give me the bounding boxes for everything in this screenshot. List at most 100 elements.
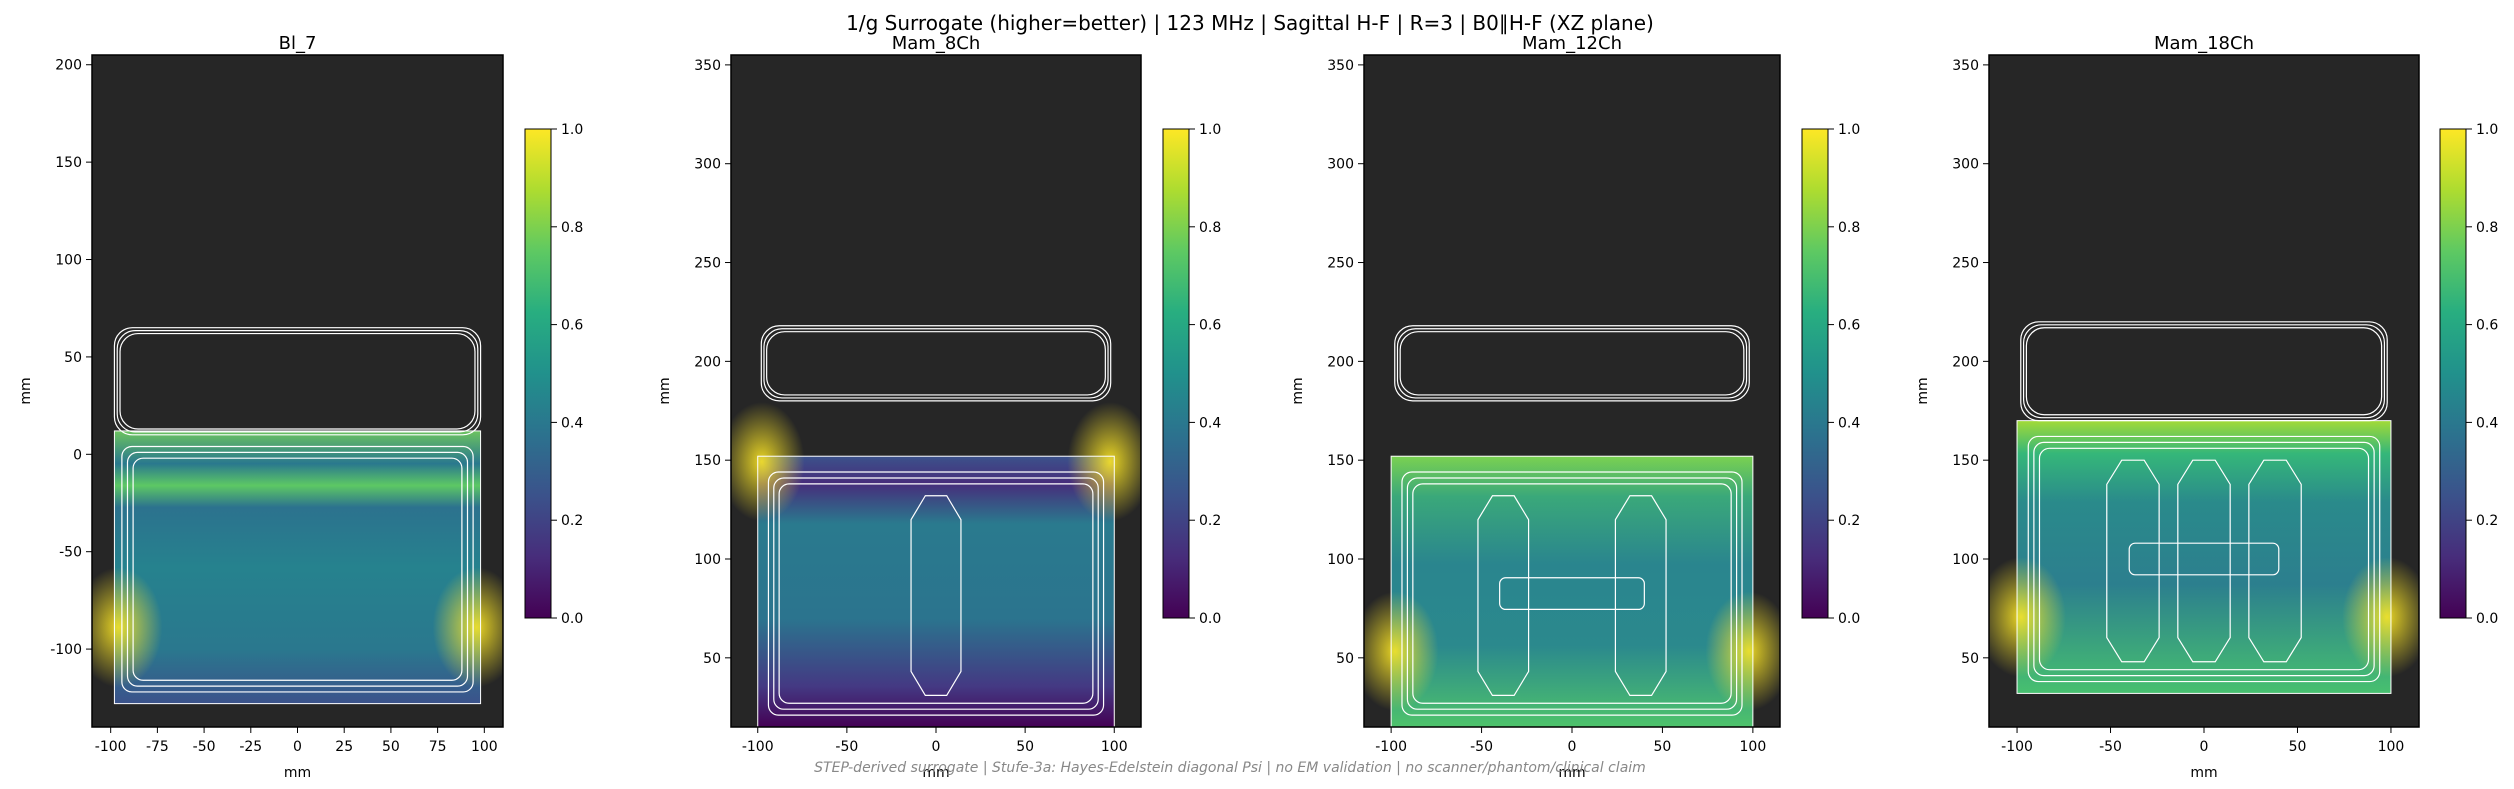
y-tick-label: 50 [703, 651, 721, 667]
colorbar-tick-label: 1.0 [2476, 122, 2498, 138]
element-loop [2177, 459, 2231, 663]
coil-outlines [760, 325, 1112, 716]
y-tick-label: 200 [1952, 354, 1979, 370]
colorbar-tick-label: 0.8 [1838, 220, 1860, 236]
figure-title: 1/g Surrogate (higher=better) | 123 MHz … [846, 11, 1654, 35]
coil-outlines [2020, 321, 2388, 683]
colorbar-tick-label: 0.0 [1199, 611, 1221, 627]
upper-coil-loop [1399, 331, 1745, 396]
colorbar-tick-label: 0.2 [1199, 513, 1221, 529]
y-tick-label: 300 [1952, 157, 1979, 173]
lower-coil-loop [1412, 483, 1732, 704]
hotspot-left [731, 402, 805, 522]
field-map [92, 430, 503, 705]
element-loop [2106, 459, 2160, 663]
x-tick-label: 0 [1568, 739, 1577, 755]
y-tick-label: 350 [1952, 58, 1979, 74]
upper-coil-loop [116, 330, 479, 433]
upper-coil-loop [2025, 327, 2383, 416]
lower-coil-loop [2038, 447, 2370, 671]
colorbar [1162, 128, 1190, 619]
x-tick-label: -50 [2099, 739, 2122, 755]
y-tick-label: 200 [694, 354, 721, 370]
element-loop [1477, 495, 1530, 696]
lower-coil-loop [121, 445, 474, 693]
colorbar-tick-label: 0.6 [2476, 318, 2498, 334]
upper-coil-loop [763, 328, 1109, 399]
colorbar-tick-label: 0.2 [2476, 513, 2498, 529]
colorbar-tick-label: 0.6 [1199, 318, 1221, 334]
lower-coil-loop [767, 471, 1105, 716]
footnote: STEP-derived surrogate | Stufe-3a: Hayes… [814, 760, 1646, 776]
y-axis-label: mm [1290, 377, 1306, 404]
x-tick-label: 0 [293, 739, 302, 755]
field-map [731, 402, 1141, 727]
x-tick-label: 50 [2289, 739, 2307, 755]
x-tick-label: -100 [1375, 739, 1407, 755]
field-fill [757, 456, 1115, 727]
colorbar-tick-label: 0.0 [2476, 611, 2498, 627]
x-tick-label: -100 [2001, 739, 2033, 755]
coil-outlines [113, 327, 482, 693]
hotspot-right [1705, 591, 1780, 711]
x-tick-label: -50 [835, 739, 858, 755]
panel-title: Mam_8Ch [892, 33, 981, 54]
colorbar-tick-label: 0.4 [1199, 415, 1221, 431]
colorbar-tick-label: 0.2 [561, 513, 583, 529]
y-tick-label: 350 [1327, 58, 1354, 74]
panel-title: Mam_12Ch [1522, 33, 1622, 54]
y-tick-label: 50 [1961, 651, 1979, 667]
colorbar-tick-label: 1.0 [1199, 122, 1221, 138]
colorbar-tick-label: 0.2 [1838, 513, 1860, 529]
x-tick-label: 25 [335, 739, 353, 755]
x-tick-label: 100 [1740, 739, 1767, 755]
crossbar-loop [2128, 542, 2280, 576]
colorbar-tick-label: 0.0 [1838, 611, 1860, 627]
x-tick-label: 0 [932, 739, 941, 755]
panel-1: -100 -75 -50 -25 0 25 50 75 100 -100 -50 0 50 100 150 2… [18, 33, 583, 781]
upper-coil-loop [760, 325, 1112, 402]
x-tick-label: -50 [1470, 739, 1493, 755]
colorbar [524, 128, 552, 619]
colorbar-tick-label: 0.0 [561, 611, 583, 627]
field-border [757, 455, 1115, 727]
lower-coil-loop [1406, 477, 1738, 710]
field-fill [1391, 456, 1753, 727]
lower-coil-loop [2033, 441, 2375, 677]
field-map [1364, 455, 1780, 727]
x-tick-label: 100 [1101, 739, 1128, 755]
lower-coil-loop [1401, 471, 1743, 716]
y-tick-label: 150 [55, 155, 82, 171]
colorbar-tick-label: 0.4 [561, 415, 583, 431]
element-loop [1614, 495, 1667, 696]
y-tick-label: 200 [1327, 354, 1354, 370]
x-axis-label: mm [284, 765, 311, 781]
x-tick-label: -75 [146, 739, 169, 755]
x-tick-label: 0 [2200, 739, 2209, 755]
lower-coil-loop [778, 483, 1094, 704]
y-tick-label: 350 [694, 58, 721, 74]
crossbar-loop [1499, 577, 1645, 611]
y-tick-label: 50 [1336, 651, 1354, 667]
y-tick-label: 150 [1952, 453, 1979, 469]
panel-title: Mam_18Ch [2154, 33, 2254, 54]
y-tick-label: 100 [1327, 552, 1354, 568]
colorbar-tick-label: 1.0 [1838, 122, 1860, 138]
y-tick-label: 300 [694, 157, 721, 173]
y-tick-label: 150 [694, 453, 721, 469]
y-tick-label: 250 [694, 256, 721, 272]
panel-3: -100 -50 0 50 100 50 100 150 200 250 300 350 Mam_12C… [1290, 33, 1860, 781]
colorbar-tick-label: 0.6 [561, 318, 583, 334]
hotspot-right [2342, 557, 2419, 678]
colorbar-tick-label: 0.4 [1838, 415, 1860, 431]
upper-coil-loop [119, 332, 476, 430]
upper-coil-loop [113, 327, 482, 436]
hotspot-right [432, 567, 503, 688]
x-tick-label: 75 [429, 739, 447, 755]
hotspot-left [1364, 591, 1439, 711]
field-border [113, 430, 482, 705]
x-axis-label: mm [2190, 765, 2217, 781]
field-fill [114, 430, 481, 704]
panel-2: -100 -50 0 50 100 50 100 150 200 250 300 350 Mam_8Ch… [657, 33, 1221, 781]
colorbar-tick-label: 0.6 [1838, 318, 1860, 334]
